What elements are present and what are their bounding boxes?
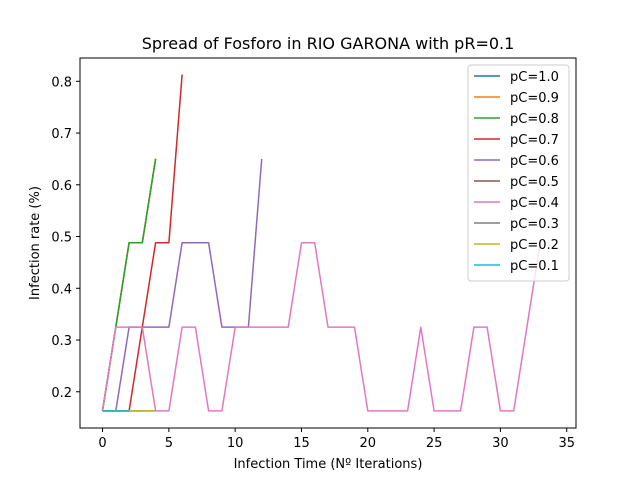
legend-label-6: pC=0.4 bbox=[510, 196, 559, 211]
legend-label-0: pC=1.0 bbox=[510, 70, 559, 85]
legend-label-2: pC=0.8 bbox=[510, 112, 559, 127]
legend-label-5: pC=0.5 bbox=[510, 175, 559, 190]
y-axis-label: Infection rate (%) bbox=[28, 186, 43, 300]
y-tick-label-3: 0.5 bbox=[51, 231, 72, 246]
series-line-6 bbox=[101, 241, 541, 412]
y-tick-label-1: 0.3 bbox=[51, 334, 72, 349]
y-tick-label-5: 0.7 bbox=[51, 127, 72, 142]
x-tick-label-2: 10 bbox=[227, 436, 244, 451]
legend-box bbox=[467, 64, 570, 282]
series-line-4 bbox=[102, 158, 263, 412]
series-line-1 bbox=[101, 158, 157, 412]
x-tick-label-3: 15 bbox=[293, 436, 310, 451]
legend-label-1: pC=0.9 bbox=[510, 91, 559, 106]
x-tick-label-5: 25 bbox=[426, 436, 443, 451]
y-tick-label-0: 0.2 bbox=[51, 386, 72, 401]
x-tick-label-1: 5 bbox=[165, 436, 173, 451]
x-tick-label-7: 35 bbox=[558, 436, 575, 451]
y-tick-label-2: 0.4 bbox=[51, 282, 72, 297]
legend-label-3: pC=0.7 bbox=[510, 133, 559, 148]
series-line-0 bbox=[101, 158, 157, 412]
legend: pC=1.0 pC=0.9 pC=0.8 pC=0.7 pC=0.6 pC=0.5 pC=0… bbox=[467, 64, 570, 282]
x-tick-label-0: 0 bbox=[98, 436, 106, 451]
x-tick-label-6: 30 bbox=[492, 436, 509, 451]
legend-label-9: pC=0.1 bbox=[510, 259, 559, 274]
legend-label-8: pC=0.2 bbox=[510, 238, 559, 253]
y-tick-label-6: 0.8 bbox=[51, 75, 72, 90]
x-axis-label: Infection Time (Nº Iterations) bbox=[234, 457, 423, 472]
y-tick-label-4: 0.6 bbox=[51, 179, 72, 194]
legend-label-4: pC=0.6 bbox=[510, 154, 559, 169]
legend-label-7: pC=0.3 bbox=[510, 217, 559, 232]
series-line-2 bbox=[101, 158, 157, 412]
x-tick-label-4: 20 bbox=[360, 436, 377, 451]
chart-title: Spread of Fosforo in RIO GARONA with pR=… bbox=[142, 34, 515, 53]
plot-frame bbox=[79, 57, 577, 429]
